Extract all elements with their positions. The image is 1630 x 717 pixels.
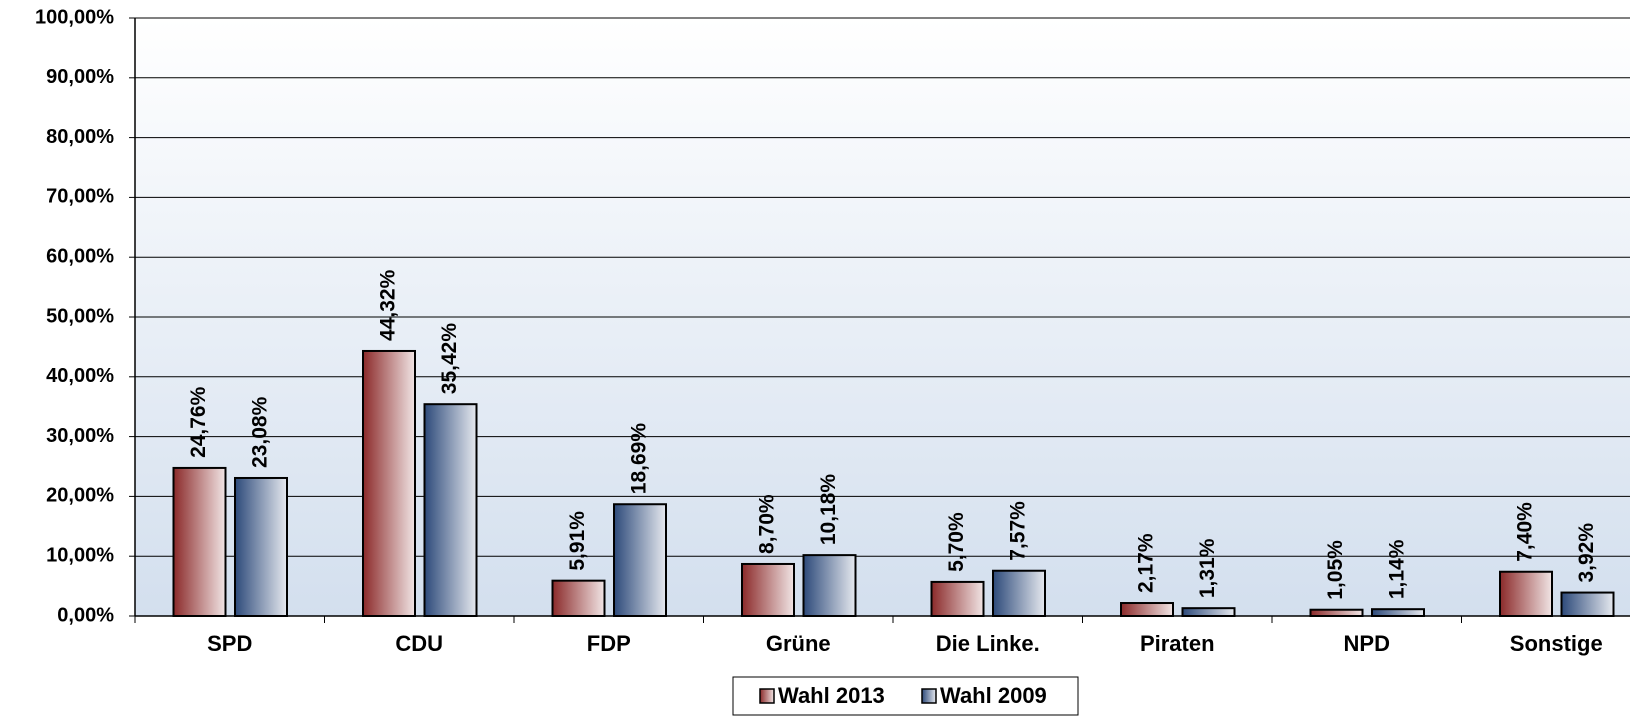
y-tick-label: 30,00%	[46, 425, 114, 447]
y-tick-label: 100,00%	[35, 6, 114, 28]
x-tick-label: Grüne	[766, 631, 831, 656]
x-tick-label: NPD	[1344, 631, 1390, 656]
bar	[741, 562, 795, 617]
bar	[234, 476, 288, 617]
legend-swatch	[921, 688, 937, 704]
bar	[551, 579, 606, 618]
value-label: 24,76%	[187, 386, 210, 458]
legend-label: Wahl 2009	[940, 683, 1047, 708]
bar	[1499, 570, 1553, 617]
y-tick-label: 0,00%	[57, 604, 114, 626]
y-tick-label: 90,00%	[46, 66, 114, 88]
value-label: 2,17%	[1135, 533, 1158, 593]
value-label: 18,69%	[628, 423, 651, 495]
x-tick-label: FDP	[587, 631, 631, 656]
x-tick-label: SPD	[207, 631, 252, 656]
bar	[1120, 602, 1174, 617]
value-label: 7,57%	[1007, 501, 1030, 561]
value-label: 5,91%	[566, 511, 589, 571]
bar	[1181, 607, 1236, 617]
x-tick-label: Die Linke.	[936, 631, 1040, 656]
bar	[423, 403, 478, 617]
y-tick-label: 60,00%	[46, 245, 114, 267]
bar	[802, 554, 857, 617]
value-label: 44,32%	[377, 269, 400, 341]
y-tick-label: 20,00%	[46, 485, 114, 507]
bar	[362, 349, 416, 617]
legend-swatch	[759, 688, 775, 704]
bar	[930, 580, 985, 617]
bar	[613, 503, 667, 617]
value-label: 10,18%	[817, 474, 840, 546]
value-label: 35,42%	[438, 323, 461, 395]
value-label: 7,40%	[1514, 502, 1537, 562]
y-tick-label: 10,00%	[46, 544, 114, 566]
bar	[172, 466, 227, 618]
y-tick-label: 40,00%	[46, 365, 114, 387]
value-label: 3,92%	[1575, 523, 1598, 583]
bar	[1560, 591, 1615, 618]
bar	[992, 569, 1046, 617]
y-tick-label: 50,00%	[46, 305, 114, 327]
x-tick-label: Piraten	[1140, 631, 1215, 656]
legend-box	[732, 676, 1079, 716]
y-tick-label: 70,00%	[46, 186, 114, 208]
x-tick-label: CDU	[395, 631, 443, 656]
value-label: 1,31%	[1196, 538, 1219, 598]
bar	[1371, 608, 1425, 617]
value-label: 8,70%	[756, 494, 779, 554]
value-label: 1,14%	[1386, 539, 1409, 599]
x-tick-label: Sonstige	[1510, 631, 1603, 656]
bar	[1309, 608, 1364, 618]
y-tick-label: 80,00%	[46, 126, 114, 148]
value-label: 23,08%	[249, 396, 272, 468]
legend-label: Wahl 2013	[778, 683, 885, 708]
value-label: 5,70%	[945, 512, 968, 572]
value-label: 1,05%	[1324, 540, 1347, 600]
